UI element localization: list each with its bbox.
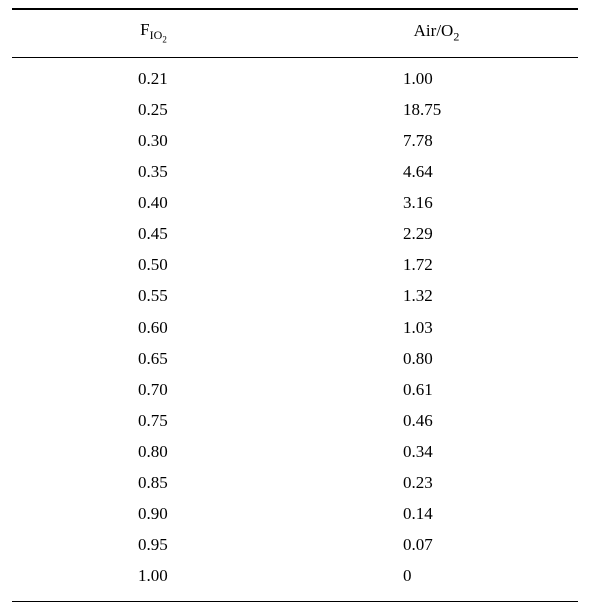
cell-fio2: 0.65	[12, 343, 295, 374]
cell-fio2: 0.21	[12, 57, 295, 94]
cell-airo2: 0.34	[295, 436, 578, 467]
header-airo2: Air/O2	[295, 9, 578, 57]
cell-airo2: 0.80	[295, 343, 578, 374]
cell-fio2: 0.50	[12, 250, 295, 281]
cell-airo2: 0.07	[295, 530, 578, 561]
table-body: 0.211.000.2518.750.307.780.354.640.403.1…	[12, 57, 578, 602]
cell-fio2: 0.45	[12, 219, 295, 250]
header-fio2: FIO2	[12, 9, 295, 57]
cell-airo2: 0.46	[295, 405, 578, 436]
cell-airo2: 0.14	[295, 499, 578, 530]
table-row: 0.501.72	[12, 250, 578, 281]
cell-airo2: 0.23	[295, 468, 578, 499]
table-row: 0.403.16	[12, 188, 578, 219]
cell-fio2: 0.40	[12, 188, 295, 219]
fio2-airo2-table: FIO2 Air/O2 0.211.000.2518.750.307.780.3…	[12, 8, 578, 602]
table-row: 0.2518.75	[12, 94, 578, 125]
cell-fio2: 0.70	[12, 374, 295, 405]
cell-fio2: 0.60	[12, 312, 295, 343]
cell-airo2: 3.16	[295, 188, 578, 219]
table-row: 0.307.78	[12, 125, 578, 156]
cell-fio2: 0.90	[12, 499, 295, 530]
table-row: 0.211.00	[12, 57, 578, 94]
cell-airo2: 0.61	[295, 374, 578, 405]
cell-fio2: 1.00	[12, 561, 295, 602]
table-header-row: FIO2 Air/O2	[12, 9, 578, 57]
table-row: 0.650.80	[12, 343, 578, 374]
cell-airo2: 0	[295, 561, 578, 602]
table-row: 0.750.46	[12, 405, 578, 436]
table-row: 1.000	[12, 561, 578, 602]
table-row: 0.700.61	[12, 374, 578, 405]
table-row: 0.850.23	[12, 468, 578, 499]
cell-fio2: 0.85	[12, 468, 295, 499]
cell-fio2: 0.75	[12, 405, 295, 436]
table-row: 0.601.03	[12, 312, 578, 343]
table-row: 0.354.64	[12, 157, 578, 188]
cell-fio2: 0.35	[12, 157, 295, 188]
cell-airo2: 1.00	[295, 57, 578, 94]
cell-airo2: 2.29	[295, 219, 578, 250]
table-row: 0.800.34	[12, 436, 578, 467]
cell-fio2: 0.80	[12, 436, 295, 467]
table-row: 0.900.14	[12, 499, 578, 530]
cell-airo2: 7.78	[295, 125, 578, 156]
cell-airo2: 1.72	[295, 250, 578, 281]
cell-fio2: 0.25	[12, 94, 295, 125]
cell-airo2: 4.64	[295, 157, 578, 188]
cell-fio2: 0.95	[12, 530, 295, 561]
cell-airo2: 18.75	[295, 94, 578, 125]
table-row: 0.551.32	[12, 281, 578, 312]
cell-fio2: 0.30	[12, 125, 295, 156]
cell-airo2: 1.32	[295, 281, 578, 312]
table-row: 0.452.29	[12, 219, 578, 250]
cell-airo2: 1.03	[295, 312, 578, 343]
table-row: 0.950.07	[12, 530, 578, 561]
cell-fio2: 0.55	[12, 281, 295, 312]
